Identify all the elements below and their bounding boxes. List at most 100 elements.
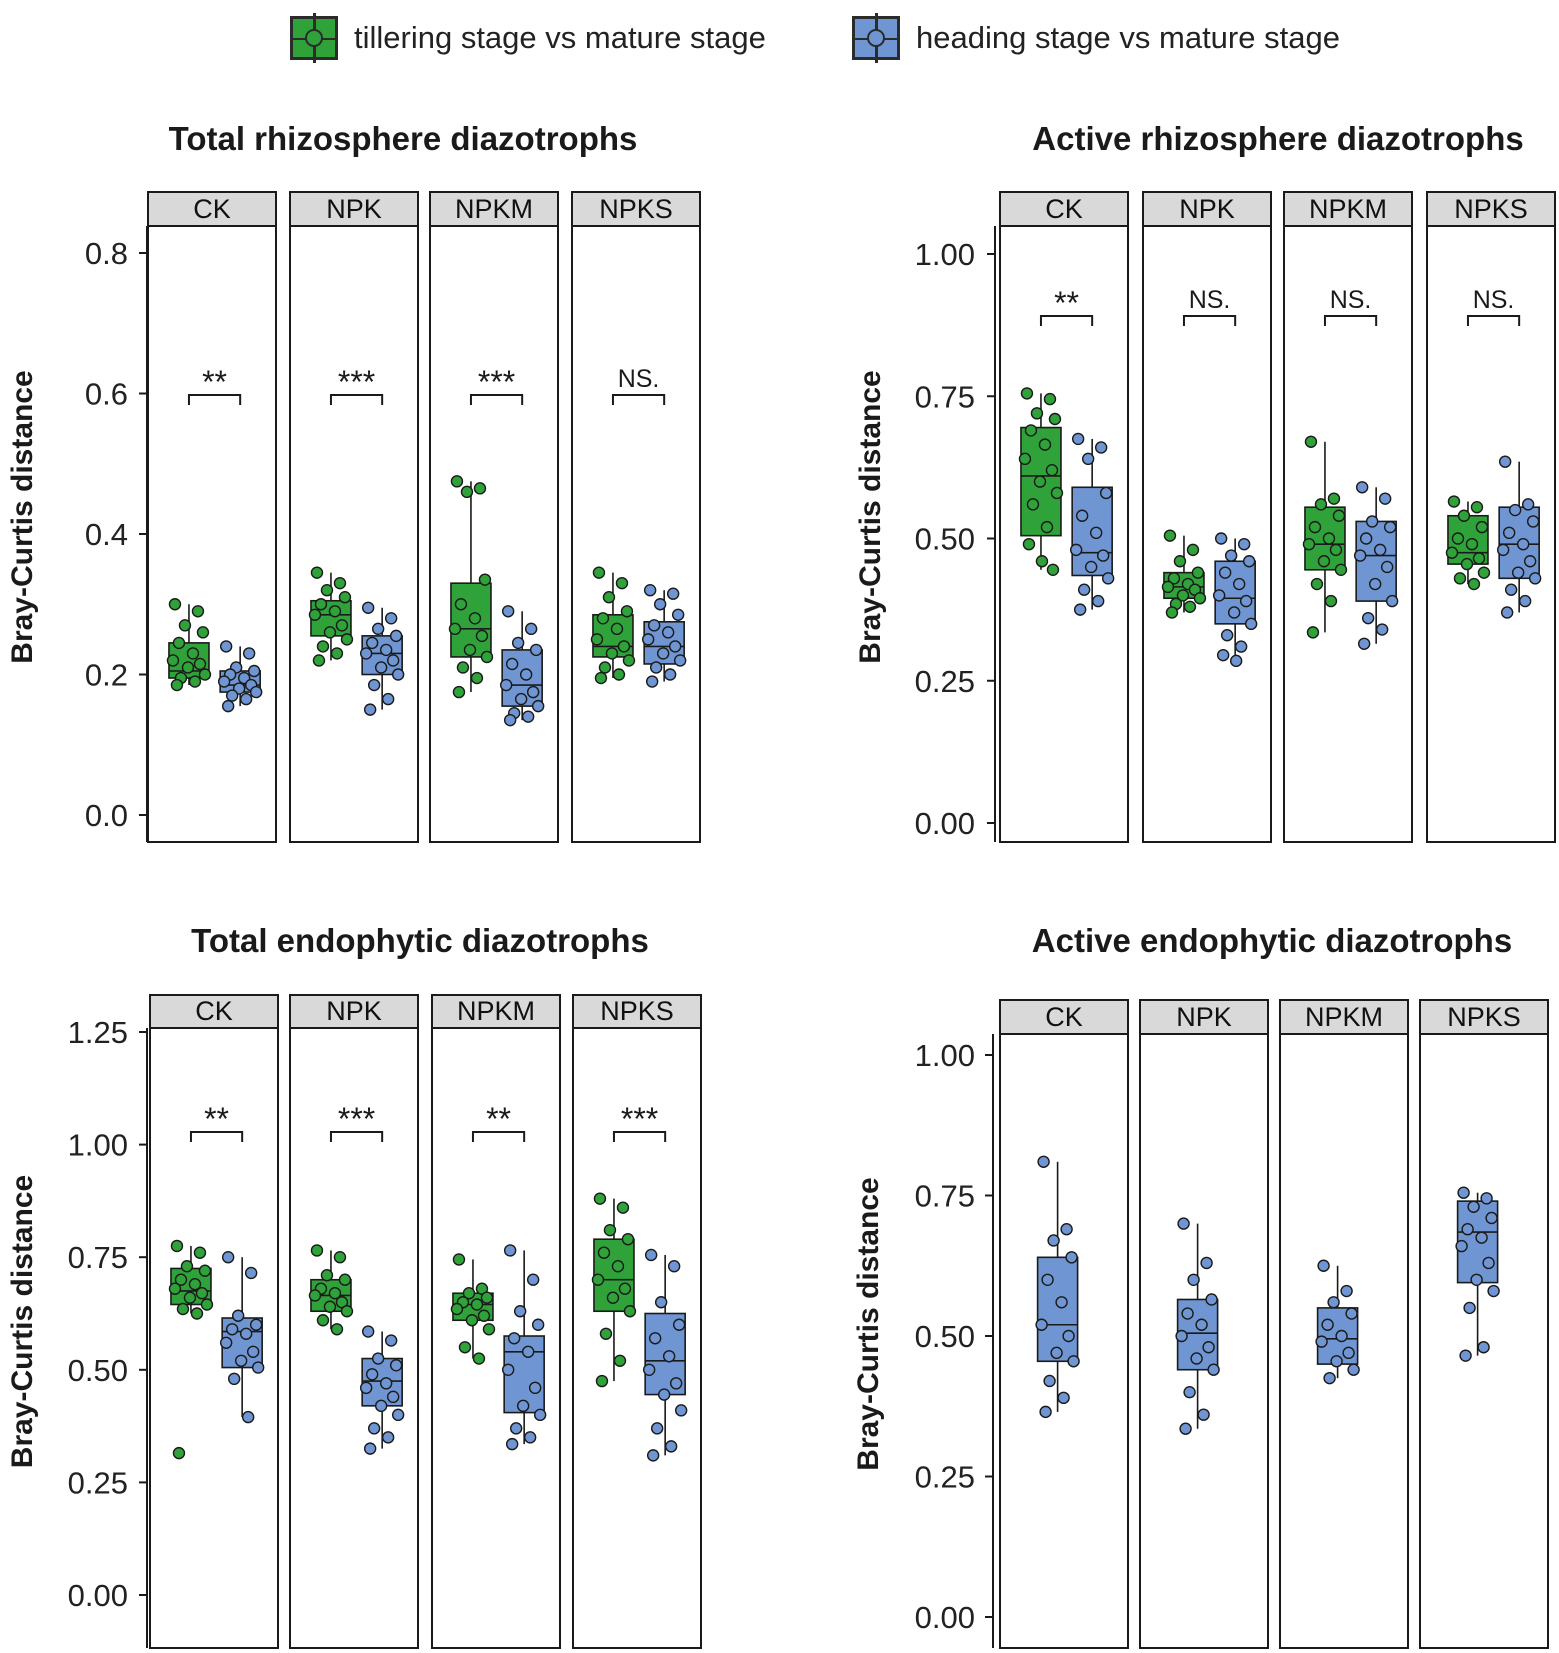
data-point <box>1451 532 1465 545</box>
data-point <box>603 1223 617 1237</box>
data-point <box>1327 1296 1340 1309</box>
facet-label: NPKS <box>1447 1002 1521 1032</box>
data-point <box>1498 455 1512 468</box>
data-point <box>475 629 489 643</box>
data-point <box>172 636 186 650</box>
facet-label: NPKS <box>600 996 674 1026</box>
data-point <box>529 643 543 657</box>
data-point <box>1035 555 1049 568</box>
data-point <box>308 608 322 621</box>
panel-title: Total rhizosphere diazotrophs <box>169 120 638 157</box>
significance-bracket <box>469 394 524 405</box>
data-point <box>1050 486 1064 500</box>
data-point <box>477 1309 491 1322</box>
data-point <box>503 1244 517 1257</box>
data-point <box>595 1374 609 1388</box>
data-point <box>460 485 474 499</box>
data-point <box>363 1442 377 1455</box>
data-point <box>509 1422 523 1435</box>
data-point <box>217 675 231 688</box>
data-point <box>1033 475 1047 488</box>
data-point <box>1378 492 1392 505</box>
data-point <box>1091 594 1105 608</box>
data-point <box>480 650 494 664</box>
facet-strip <box>149 994 279 1029</box>
data-point <box>312 654 326 667</box>
data-point <box>454 598 468 611</box>
series-heading <box>1496 455 1542 619</box>
series-tillering <box>166 598 212 692</box>
data-point <box>247 664 261 678</box>
data-point <box>523 1431 537 1444</box>
series-heading <box>642 1248 688 1462</box>
significance-bracket <box>187 394 242 405</box>
series-tillering <box>1161 529 1207 619</box>
data-point <box>1094 441 1108 454</box>
data-point <box>521 710 535 723</box>
data-point <box>328 605 342 618</box>
data-point <box>1214 532 1228 545</box>
data-point <box>249 685 263 699</box>
facet-label: NPKM <box>457 996 535 1026</box>
data-point <box>1212 589 1226 602</box>
y-tick-label: 1.25 <box>68 1015 128 1050</box>
data-point <box>598 661 612 674</box>
data-point <box>1457 509 1471 522</box>
legend-item-heading[interactable]: heading stage vs mature stage <box>852 13 1340 63</box>
data-point <box>227 1372 241 1386</box>
series-tillering <box>450 1253 496 1365</box>
data-point <box>1060 1223 1073 1236</box>
significance-label: ** <box>486 1101 511 1137</box>
data-point <box>316 640 330 653</box>
data-point <box>1187 1273 1200 1287</box>
significance-label: ** <box>1054 285 1079 321</box>
data-point <box>200 1298 214 1311</box>
panel-3: Total endophytic diazotrophs Bray-Curtis … <box>6 922 702 1649</box>
data-point <box>1081 452 1095 466</box>
data-point <box>1071 432 1085 446</box>
facet-label: NPKS <box>1454 194 1528 224</box>
data-point <box>1173 555 1187 568</box>
data-point <box>473 482 487 495</box>
data-point <box>188 675 202 688</box>
series-heading <box>1035 1155 1080 1419</box>
data-point <box>622 654 636 667</box>
data-point <box>664 1440 678 1453</box>
significance-label: *** <box>621 1101 658 1137</box>
facet-strip <box>999 999 1129 1035</box>
series-heading <box>1315 1259 1360 1385</box>
data-point <box>657 1388 671 1401</box>
data-point <box>1323 1371 1336 1385</box>
facet-ck: CK <box>999 999 1129 1649</box>
data-point <box>1207 1363 1220 1376</box>
data-point <box>501 605 515 618</box>
data-point <box>361 1325 375 1338</box>
data-point <box>1322 532 1336 545</box>
series-tillering <box>168 1239 214 1460</box>
data-point <box>391 668 405 681</box>
data-point <box>450 1302 464 1316</box>
data-point <box>174 1273 188 1286</box>
significance-bracket <box>189 1131 244 1142</box>
series-heading <box>359 601 405 716</box>
significance-bracket <box>329 394 384 405</box>
data-point <box>384 1334 398 1347</box>
data-point <box>1502 526 1516 540</box>
data-point <box>239 692 253 706</box>
facet-strip <box>1142 191 1272 227</box>
data-point <box>653 598 667 611</box>
legend-item-tillering[interactable]: tillering stage vs mature stage <box>290 13 766 63</box>
data-point <box>1177 1217 1190 1230</box>
data-point <box>470 1298 484 1311</box>
facet-strip <box>147 191 277 227</box>
data-point <box>1183 600 1197 613</box>
data-point <box>644 1248 658 1262</box>
data-point <box>1069 543 1083 557</box>
data-point <box>1455 1239 1468 1253</box>
data-point <box>519 668 533 681</box>
data-point <box>1332 509 1346 522</box>
y-tick-label: 0.75 <box>915 1179 975 1214</box>
data-point <box>1239 594 1253 608</box>
data-point <box>323 626 337 639</box>
